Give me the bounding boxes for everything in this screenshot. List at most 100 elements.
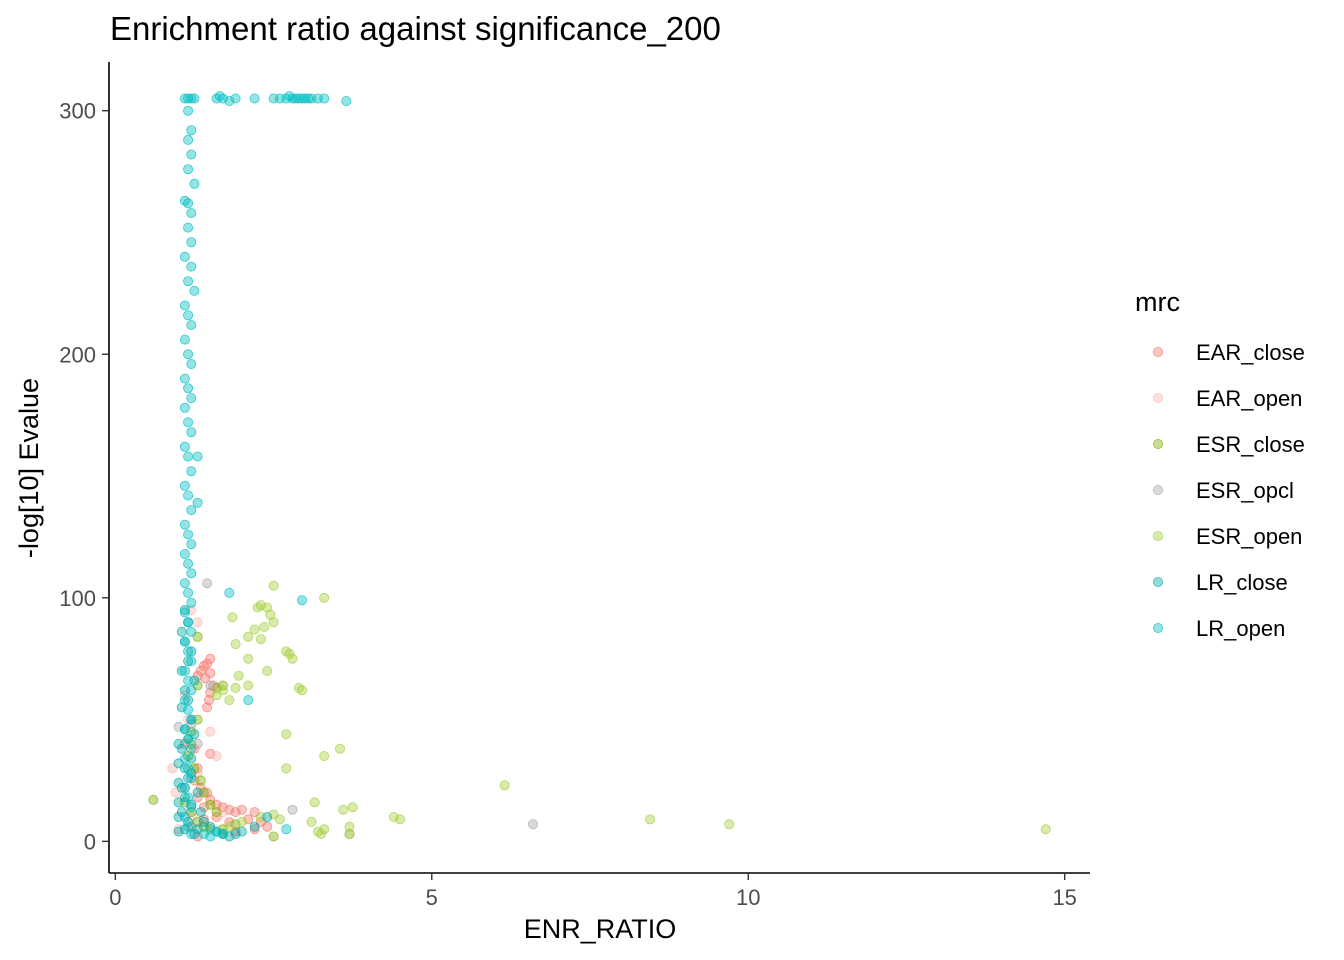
data-point-lr-open-85 [186, 773, 197, 784]
data-point-lr-open-86 [179, 782, 190, 793]
data-point-lr-open-83 [179, 753, 190, 764]
data-point-esr-open-11 [312, 826, 323, 837]
data-point-lr-open-96 [198, 829, 209, 840]
data-point-esr-open-8 [344, 821, 355, 832]
data-point-esr-open-29 [243, 653, 254, 664]
data-point-esr-open-6 [347, 802, 358, 813]
data-point-lr-open-88 [186, 802, 197, 813]
data-point-lr-open-90 [183, 821, 194, 832]
chart-title: Enrichment ratio against significance_20… [110, 10, 721, 47]
data-point-esr-open-7 [338, 804, 349, 815]
data-point-lr-open-77 [179, 695, 190, 706]
data-point-esr-open-45 [274, 814, 285, 825]
data-point-ear-close-0 [205, 653, 216, 664]
data-point-lr-open-42 [179, 334, 190, 345]
data-point-lr-open-50 [186, 427, 197, 438]
data-point-lr-open-52 [183, 451, 194, 462]
data-point-esr-open-30 [255, 634, 266, 645]
data-point-lr-open-3 [189, 93, 200, 104]
data-point-lr-open-63 [183, 558, 194, 569]
data-point-lr-open-34 [186, 237, 197, 248]
data-point-lr-open-84 [183, 763, 194, 774]
data-point-esr-close-3 [211, 682, 222, 693]
data-point-lr-open-78 [183, 704, 194, 715]
data-point-ear-close-19 [230, 807, 241, 818]
data-point-lr-open-40 [183, 310, 194, 321]
data-point-esr-open-43 [224, 695, 235, 706]
data-point-lr-open-79 [186, 714, 197, 725]
data-point-lr-open-66 [183, 587, 194, 598]
data-point-lr-open-65 [179, 578, 190, 589]
data-point-esr-open-38 [233, 670, 244, 681]
data-point-lr-open-67 [186, 597, 197, 608]
data-point-ear-open-7 [211, 751, 222, 762]
data-point-esr-open-25 [259, 622, 270, 633]
data-point-lr-close-31 [230, 829, 241, 840]
data-point-lr-open-81 [183, 734, 194, 745]
data-point-lr-open-98 [211, 826, 222, 837]
data-point-ear-close-37 [198, 802, 209, 813]
data-point-lr-open-7 [224, 96, 235, 107]
data-point-lr-open-8 [230, 93, 241, 104]
data-point-lr-open-54 [186, 466, 197, 477]
data-point-lr-open-51 [179, 441, 190, 452]
data-point-lr-open-91 [186, 829, 197, 840]
data-point-esr-close-10 [211, 807, 222, 818]
data-point-lr-close-17 [176, 665, 187, 676]
data-point-esr-close-11 [268, 831, 279, 842]
data-point-esr-open-31 [262, 665, 273, 676]
data-point-lr-close-5 [176, 782, 187, 793]
data-point-lr-open-60 [183, 529, 194, 540]
data-point-esr-opcl-2 [202, 578, 213, 589]
x-axis-ticks: 0 5 10 15 [109, 873, 1077, 910]
legend-key-lr-open [1153, 623, 1164, 634]
data-point-lr-close-18 [183, 656, 194, 667]
data-point-esr-open-2 [645, 814, 656, 825]
data-point-lr-open-2 [186, 93, 197, 104]
data-point-esr-open-48 [224, 821, 235, 832]
data-point-ear-close-24 [249, 824, 260, 835]
data-point-lr-open-35 [179, 251, 190, 262]
data-point-lr-open-80 [179, 724, 190, 735]
data-point-lr-open-36 [186, 261, 197, 272]
data-point-ear-close-5 [192, 670, 203, 681]
data-point-lr-close-32 [236, 826, 247, 837]
legend-label-lr-close: LR_close [1196, 570, 1288, 595]
data-point-ear-close-10 [202, 702, 213, 713]
data-point-lr-open-29 [189, 178, 200, 189]
data-point-esr-open-42 [217, 685, 228, 696]
data-point-lr-open-58 [186, 505, 197, 516]
data-point-esr-open-13 [309, 797, 320, 808]
x-tick-label-3: 15 [1052, 885, 1076, 910]
data-point-lr-close-3 [186, 799, 197, 810]
x-tick-label-0: 0 [109, 885, 121, 910]
data-point-lr-open-71 [179, 636, 190, 647]
data-point-lr-open-41 [186, 319, 197, 330]
data-point-lr-open-49 [183, 417, 194, 428]
data-point-esr-open-5 [388, 812, 399, 823]
data-point-lr-open-6 [217, 93, 228, 104]
data-point-lr-open-45 [179, 373, 190, 384]
legend-label-esr-close: ESR_close [1196, 432, 1305, 457]
data-point-lr-open-32 [186, 207, 197, 218]
data-point-ear-close-18 [224, 804, 235, 815]
legend-key-ear-open [1153, 392, 1164, 403]
data-point-lr-open-38 [189, 285, 200, 296]
data-point-lr-open-37 [183, 276, 194, 287]
data-point-lr-close-34 [262, 812, 273, 823]
data-point-ear-close-32 [243, 814, 254, 825]
data-point-lr-open-87 [183, 792, 194, 803]
data-point-lr-open-31 [183, 198, 194, 209]
data-point-lr-open-93 [296, 595, 307, 606]
data-point-esr-open-39 [230, 682, 241, 693]
data-point-lr-open-44 [186, 358, 197, 369]
data-point-esr-open-47 [236, 816, 247, 827]
legend-key-esr-close [1153, 438, 1164, 449]
data-point-lr-open-56 [183, 490, 194, 501]
data-point-lr-open-74 [179, 665, 190, 676]
data-point-lr-close-25 [195, 807, 206, 818]
data-point-esr-open-3 [499, 780, 510, 791]
data-point-lr-open-39 [179, 300, 190, 311]
data-point-lr-close-33 [249, 821, 260, 832]
